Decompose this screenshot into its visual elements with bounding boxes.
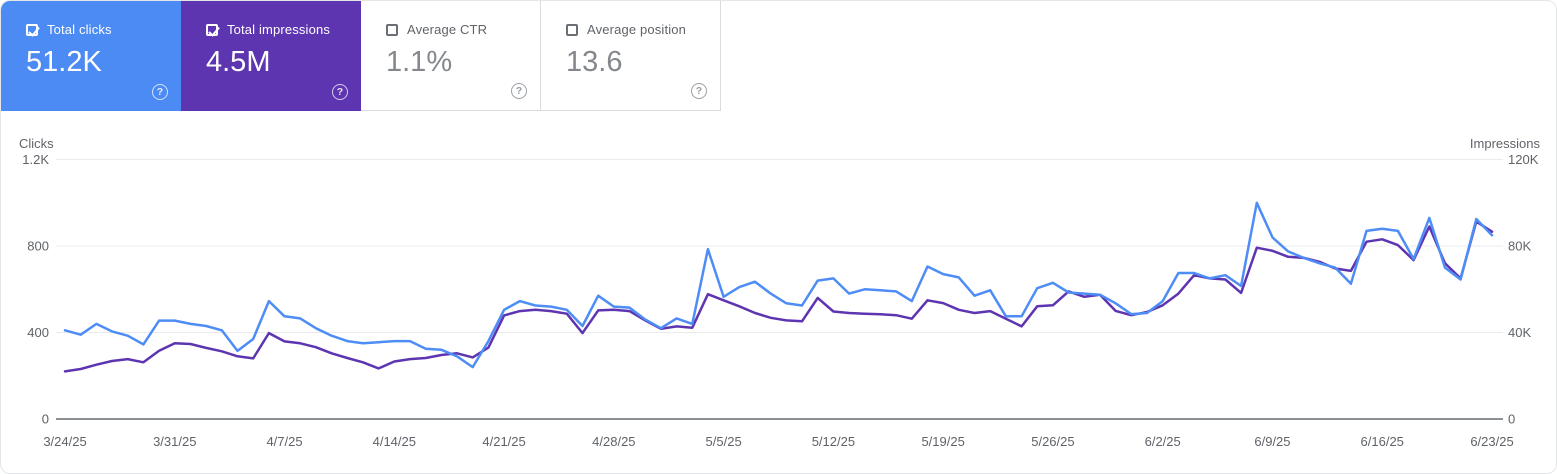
metric-value: 13.6 (566, 46, 623, 78)
metric-label: Total impressions (227, 22, 330, 37)
metric-card-total-clicks[interactable]: Total clicks 51.2K ? (1, 1, 181, 111)
x-axis-label: 5/12/25 (812, 434, 855, 449)
x-axis-label: 5/19/25 (921, 434, 964, 449)
y-axis-label-right: 0 (1508, 412, 1515, 427)
metric-label: Total clicks (47, 22, 112, 37)
y-axis-label-right: 80K (1508, 239, 1531, 254)
metric-value: 51.2K (26, 46, 102, 78)
metric-card-average-position[interactable]: Average position 13.6 ? (541, 1, 721, 111)
metric-card-header: Total clicks (26, 22, 181, 37)
x-axis-label: 5/5/25 (706, 434, 742, 449)
help-icon[interactable]: ? (691, 83, 707, 99)
x-axis-label: 6/23/25 (1470, 434, 1513, 449)
metric-card-header: Total impressions (206, 22, 361, 37)
x-axis-label: 4/28/25 (592, 434, 635, 449)
x-axis-label: 4/7/25 (266, 434, 302, 449)
metric-cards-row: Total clicks 51.2K ? Total impressions 4… (1, 1, 1556, 111)
x-axis-label: 6/2/25 (1145, 434, 1181, 449)
x-axis-label: 4/21/25 (482, 434, 525, 449)
y-axis-label-left: 400 (27, 325, 49, 340)
y-axis-label-right: 120K (1508, 152, 1539, 167)
metric-value: 4.5M (206, 46, 271, 78)
metric-card-header: Average position (566, 22, 720, 37)
y-axis-label-left: 800 (27, 239, 49, 254)
x-axis-label: 4/14/25 (373, 434, 416, 449)
metric-card-total-impressions[interactable]: Total impressions 4.5M ? (181, 1, 361, 111)
metric-card-header: Average CTR (386, 22, 540, 37)
y-axis-label-left: 1.2K (22, 152, 49, 167)
help-icon[interactable]: ? (152, 84, 168, 100)
left-axis-title: Clicks (19, 136, 54, 151)
checkbox-unchecked-icon[interactable] (386, 23, 398, 36)
x-axis-label: 6/16/25 (1361, 434, 1404, 449)
y-axis-label-right: 40K (1508, 325, 1531, 340)
y-axis-label-left: 0 (42, 412, 49, 427)
right-axis-title: Impressions (1469, 136, 1540, 151)
x-axis-label: 6/9/25 (1254, 434, 1290, 449)
impressions-line (63, 220, 1494, 373)
clicks-line (63, 201, 1494, 369)
x-axis-label: 5/26/25 (1031, 434, 1074, 449)
help-icon[interactable]: ? (332, 84, 348, 100)
x-axis-label: 3/31/25 (153, 434, 196, 449)
checkbox-checked-icon[interactable] (26, 23, 38, 36)
x-axis-label: 3/24/25 (43, 434, 86, 449)
metric-label: Average position (587, 22, 687, 37)
checkbox-checked-icon[interactable] (206, 23, 218, 36)
metric-card-average-ctr[interactable]: Average CTR 1.1% ? (361, 1, 541, 111)
checkbox-unchecked-icon[interactable] (566, 23, 578, 36)
metric-label: Average CTR (407, 22, 488, 37)
metric-value: 1.1% (386, 46, 453, 78)
help-icon[interactable]: ? (511, 83, 527, 99)
